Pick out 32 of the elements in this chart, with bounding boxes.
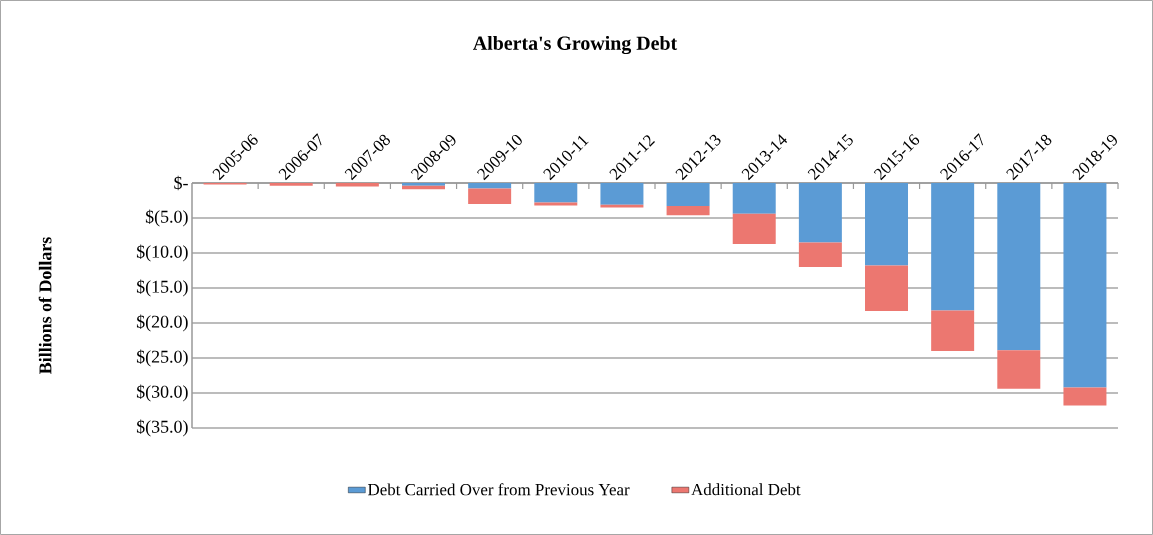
bar bbox=[798, 242, 842, 267]
y-tick-label: $(35.0) bbox=[136, 419, 188, 437]
bar bbox=[997, 183, 1041, 351]
chart-title: Alberta's Growing Debt bbox=[472, 35, 678, 55]
bar bbox=[997, 350, 1041, 389]
bar bbox=[269, 183, 313, 186]
bar bbox=[865, 183, 909, 266]
bar bbox=[468, 183, 512, 189]
bar bbox=[732, 213, 776, 244]
bar bbox=[666, 206, 710, 216]
y-tick-label: $(25.0) bbox=[136, 349, 188, 367]
bar bbox=[402, 183, 445, 186]
bar bbox=[798, 183, 842, 243]
bar bbox=[468, 188, 512, 204]
bar bbox=[732, 183, 776, 214]
bar bbox=[600, 183, 644, 205]
y-axis-title: Billions of Dollars bbox=[38, 237, 52, 374]
bar bbox=[1063, 387, 1107, 406]
legend-label: Debt Carried Over from Previous Year bbox=[367, 483, 630, 496]
bar bbox=[931, 183, 975, 311]
y-tick-label: $(5.0) bbox=[145, 209, 188, 227]
y-tick-label: $(20.0) bbox=[136, 314, 188, 332]
bar bbox=[534, 183, 578, 203]
legend-label: Additional Debt bbox=[691, 483, 801, 496]
y-tick-label: $(15.0) bbox=[136, 279, 188, 297]
y-tick-label: $(10.0) bbox=[136, 244, 188, 262]
bar bbox=[666, 183, 710, 207]
bar bbox=[1063, 183, 1107, 388]
bar bbox=[865, 265, 909, 312]
bar bbox=[931, 310, 975, 351]
y-tick-label: $(30.0) bbox=[136, 384, 188, 402]
y-tick-label: $- bbox=[174, 175, 188, 191]
